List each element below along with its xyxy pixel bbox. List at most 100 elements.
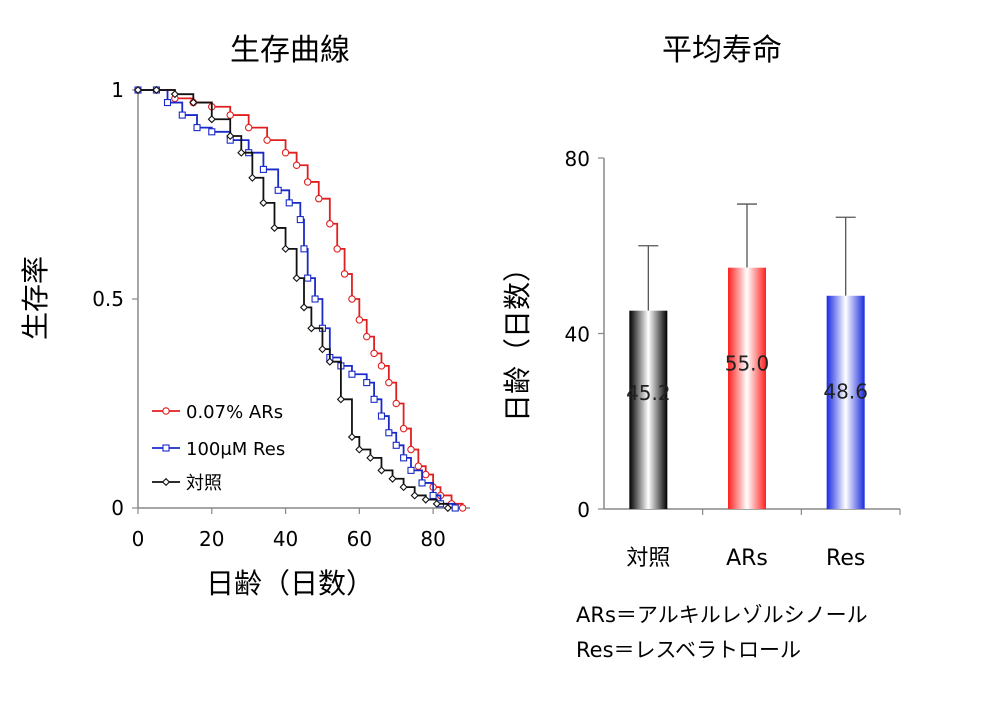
survival-point [443, 503, 452, 513]
bar-category-label: 対照 [626, 546, 670, 571]
survival-point [208, 128, 216, 136]
survival-point [362, 332, 371, 341]
lifespan-y-tick-label: 40 [565, 323, 590, 347]
survival-point [348, 370, 356, 378]
survival-series-2 [133, 85, 452, 513]
survival-point [292, 161, 301, 169]
survival-point [326, 220, 334, 228]
note-ars: ARs＝アルキルレゾルシノール [576, 603, 868, 627]
survival-point [311, 295, 319, 303]
survival-point [366, 453, 375, 462]
legend-label: 0.07% ARs [186, 402, 283, 423]
survival-point [392, 441, 400, 449]
bar-value-label: 55.0 [725, 351, 770, 375]
survival-point [304, 274, 312, 282]
lifespan-bars: 45.2 対照 55.0 ARs 48.6 Res [626, 203, 868, 571]
survival-point [207, 115, 216, 124]
survival-point [303, 178, 312, 186]
lifespan-chart-title: 平均寿命 [662, 33, 782, 68]
survival-point [410, 491, 419, 500]
bar [728, 267, 766, 509]
survival-point [363, 379, 371, 387]
survival-point [388, 474, 397, 483]
survival-series-0 [134, 86, 467, 512]
survival-point [244, 123, 253, 132]
bar-group-0: 45.2 対照 [626, 245, 671, 571]
survival-y-tick-label: 0.5 [92, 287, 124, 311]
survival-x-tick-label: 0 [132, 527, 145, 551]
survival-point [377, 362, 386, 370]
survival-point [259, 165, 267, 173]
legend-entry-0: 0.07% ARs [152, 402, 283, 423]
bar-category-label: ARs [726, 546, 768, 571]
survival-point [170, 90, 179, 99]
survival-point [300, 245, 308, 253]
survival-legend: 0.07% ARs 100μM Res 対照 [152, 402, 285, 494]
survival-point [451, 504, 459, 512]
survival-point [163, 98, 172, 107]
bar [629, 310, 668, 509]
survival-point [348, 295, 356, 303]
survival-point [336, 395, 345, 404]
survival-point [400, 454, 408, 462]
survival-point [178, 111, 186, 119]
survival-point [259, 198, 268, 207]
survival-point [248, 173, 257, 182]
bar-value-label: 48.6 [823, 379, 868, 403]
legend-marker [161, 477, 171, 487]
lifespan-y-tick-label: 0 [577, 498, 590, 522]
survival-point [340, 270, 349, 278]
note-res: Res＝レスベラトロール [576, 638, 801, 662]
legend-marker [162, 444, 170, 452]
survival-line [138, 89, 457, 508]
survival-point [429, 491, 437, 500]
survival-point [421, 495, 430, 504]
bar-group-2: 48.6 Res [823, 216, 868, 571]
survival-point [193, 124, 201, 132]
survival-point [377, 412, 386, 420]
survival-point [355, 316, 364, 324]
survival-point [414, 462, 423, 470]
survival-ticks: 0 20 40 60 80 0 0.5 1 [92, 78, 446, 551]
survival-point [385, 378, 393, 387]
survival-point [318, 345, 327, 354]
legend-entry-2: 対照 [152, 473, 222, 494]
survival-y-axis-label: 生存率 [19, 256, 52, 340]
survival-chart-title: 生存曲線 [230, 33, 350, 68]
survival-point [296, 216, 304, 224]
lifespan-y-tick-label: 80 [565, 147, 590, 171]
survival-point [377, 466, 386, 475]
survival-point [152, 85, 161, 95]
survival-y-tick-label: 0 [111, 496, 124, 520]
survival-point [432, 499, 441, 508]
survival-point [133, 85, 143, 95]
survival-x-tick-label: 60 [347, 527, 372, 551]
survival-point [392, 399, 400, 408]
legend-entry-1: 100μM Res [152, 439, 285, 460]
survival-point [347, 432, 357, 442]
survival-point [458, 504, 467, 512]
survival-point [355, 445, 364, 454]
legend-label: 対照 [186, 473, 222, 494]
survival-point [270, 223, 279, 233]
survival-point [281, 244, 290, 253]
survival-point [299, 303, 309, 312]
legend-marker [162, 407, 170, 415]
survival-point [263, 136, 271, 144]
lifespan-y-axis-label: 日齢（日数） [501, 254, 534, 422]
survival-point [407, 445, 415, 454]
survival-point [399, 424, 408, 433]
survival-point [315, 194, 323, 203]
survival-point [274, 186, 282, 194]
survival-point [281, 148, 290, 157]
survival-point [385, 429, 393, 437]
survival-point [325, 357, 334, 366]
survival-point [333, 245, 341, 253]
survival-x-axis-label: 日齢（日数） [206, 567, 374, 600]
survival-x-tick-label: 80 [420, 527, 445, 551]
survival-point [407, 466, 415, 474]
bar [826, 295, 865, 509]
survival-point [189, 98, 198, 107]
survival-point [399, 483, 408, 492]
survival-point [226, 111, 234, 119]
